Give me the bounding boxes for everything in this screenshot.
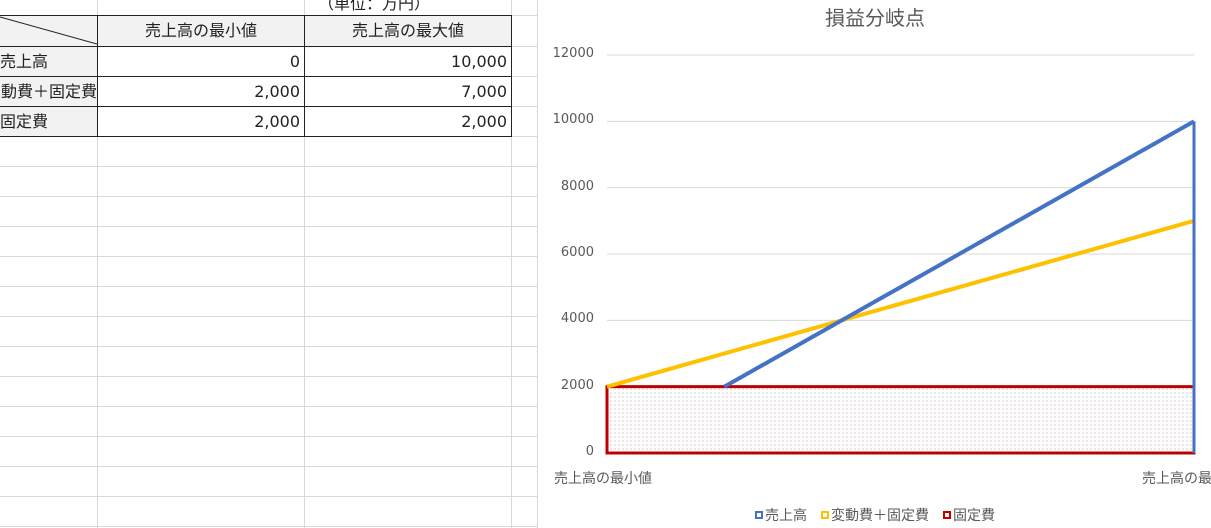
grid-row-line (0, 376, 540, 377)
grid-column-line (97, 0, 98, 528)
table-border (511, 15, 512, 137)
grid-row-line (0, 496, 540, 497)
table-border (97, 15, 98, 137)
cell-sales-min[interactable]: 0 (98, 47, 304, 76)
legend-label: 変動費＋固定費 (831, 508, 929, 524)
grid-row-line (0, 436, 540, 437)
legend-item[interactable]: 固定費 (943, 505, 995, 525)
table-border (0, 15, 512, 16)
cell-total-cost-min[interactable]: 2,000 (98, 77, 304, 106)
row-label-fixed-cost[interactable]: 固定費 (0, 107, 97, 136)
header-max-cell[interactable]: 売上高の最大値 (305, 16, 511, 46)
table-border (0, 106, 512, 107)
grid-row-line (0, 316, 540, 317)
chart-area[interactable]: 損益分岐点 0 2000 4000 6000 8000 10000 12000 売上高の最小… (537, 0, 1211, 528)
cell-sales-max[interactable]: 10,000 (305, 47, 511, 76)
legend-label: 売上高 (765, 508, 807, 524)
corner-diagonal-line (0, 16, 97, 45)
grid-column-line (304, 0, 305, 528)
grid-row-line (0, 346, 540, 347)
row-label-sales[interactable]: 売上高 (0, 47, 97, 76)
table-border (0, 136, 512, 137)
grid-row-line (0, 166, 540, 167)
table-border (304, 15, 305, 137)
legend-item[interactable]: 変動費＋固定費 (821, 505, 929, 525)
y-tick-label: 2000 (560, 377, 594, 393)
grid-row-line (0, 526, 540, 527)
series-fixed-cost-area[interactable] (605, 385, 1196, 455)
cell-total-cost-max[interactable]: 7,000 (305, 77, 511, 106)
legend-swatch (821, 511, 829, 519)
series-total-cost-line[interactable] (606, 218, 1195, 389)
header-min-cell[interactable]: 売上高の最小値 (98, 16, 304, 46)
x-tick-label-min: 売上高の最小値 (554, 471, 652, 487)
table-border (0, 76, 512, 77)
y-tick-label: 12000 (552, 46, 594, 61)
grid-column-line (511, 0, 512, 528)
x-tick-label-max: 売上高の最大値 (1142, 471, 1211, 487)
grid-row-line (0, 256, 540, 257)
spreadsheet-area[interactable]: （単位：万円） 売上高の最小値 売上高の最大値 売上高 0 10,000 変動費… (0, 0, 540, 528)
y-tick-label: 4000 (560, 311, 594, 327)
legend-label: 固定費 (953, 508, 995, 524)
y-tick-label: 6000 (560, 245, 594, 260)
unit-note: （単位：万円） (318, 0, 431, 13)
y-tick-label: 8000 (560, 178, 594, 194)
table-border (0, 46, 512, 47)
y-tick-label: 10000 (552, 112, 594, 128)
grid-row-line (0, 226, 540, 227)
cell-fixed-cost-max[interactable]: 2,000 (305, 107, 511, 136)
grid-row-line (0, 466, 540, 467)
chart-legend[interactable]: 売上高 変動費＋固定費 固定費 (538, 505, 1211, 525)
grid-row-line (0, 286, 540, 287)
series-sales-line[interactable] (723, 119, 1195, 389)
y-tick-label: 0 (585, 444, 594, 459)
legend-swatch (943, 511, 951, 519)
legend-swatch (755, 511, 763, 519)
grid-row-line (0, 196, 540, 197)
cell-fixed-cost-min[interactable]: 2,000 (98, 107, 304, 136)
chart-title[interactable]: 損益分岐点 (825, 6, 925, 30)
row-label-total-cost[interactable]: 変動費＋固定費 (0, 77, 97, 106)
plot-area[interactable] (538, 0, 1211, 528)
legend-item[interactable]: 売上高 (755, 505, 807, 525)
grid-row-line (0, 406, 540, 407)
